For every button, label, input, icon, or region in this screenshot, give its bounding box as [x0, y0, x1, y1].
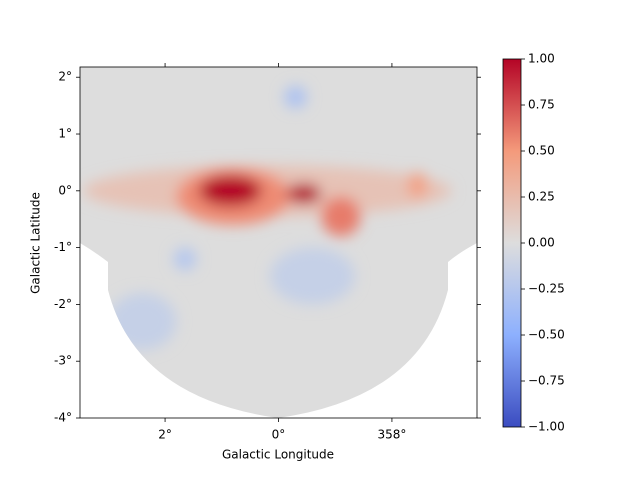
colorbar-tick-label: −0.25 [528, 282, 565, 296]
colorbar-tick-label: 1.00 [528, 52, 555, 66]
emission-region [269, 247, 356, 305]
colorbar-tick-label: −0.75 [528, 374, 565, 388]
emission-region [173, 247, 197, 271]
emission-region [199, 175, 262, 207]
emission-region [287, 183, 322, 204]
emission-region [407, 172, 428, 198]
y-axis-label: Galactic Latitude [29, 192, 43, 294]
colorbar-tick-label: 0.25 [528, 190, 555, 204]
y-tick-label: -4° [54, 411, 72, 425]
emission-region [284, 85, 307, 109]
y-tick-label: -1° [54, 240, 72, 254]
x-tick-label: 0° [272, 428, 286, 442]
x-axis-label: Galactic Longitude [222, 448, 334, 462]
colorbar-tick-label: 0.50 [528, 144, 555, 158]
x-tick-label: 2° [158, 428, 172, 442]
colorbar-tick-label: −1.00 [528, 420, 565, 434]
emission-region [108, 293, 177, 350]
colorbar [502, 58, 522, 428]
y-tick-label: -3° [54, 354, 72, 368]
colorbar-tick-label: −0.50 [528, 328, 565, 342]
colorbar-tick-label: 0.00 [528, 236, 555, 250]
map-background [80, 67, 477, 418]
x-tick-label: 358° [377, 428, 406, 442]
colorbar-tick-label: 0.75 [528, 98, 555, 112]
y-tick-label: -2° [54, 297, 72, 311]
map-features [82, 85, 452, 350]
y-tick-label: 1° [58, 127, 72, 141]
emission-region [321, 196, 361, 237]
y-tick-label: 0° [58, 183, 72, 197]
map [80, 67, 477, 418]
y-tick-label: 2° [58, 70, 72, 84]
